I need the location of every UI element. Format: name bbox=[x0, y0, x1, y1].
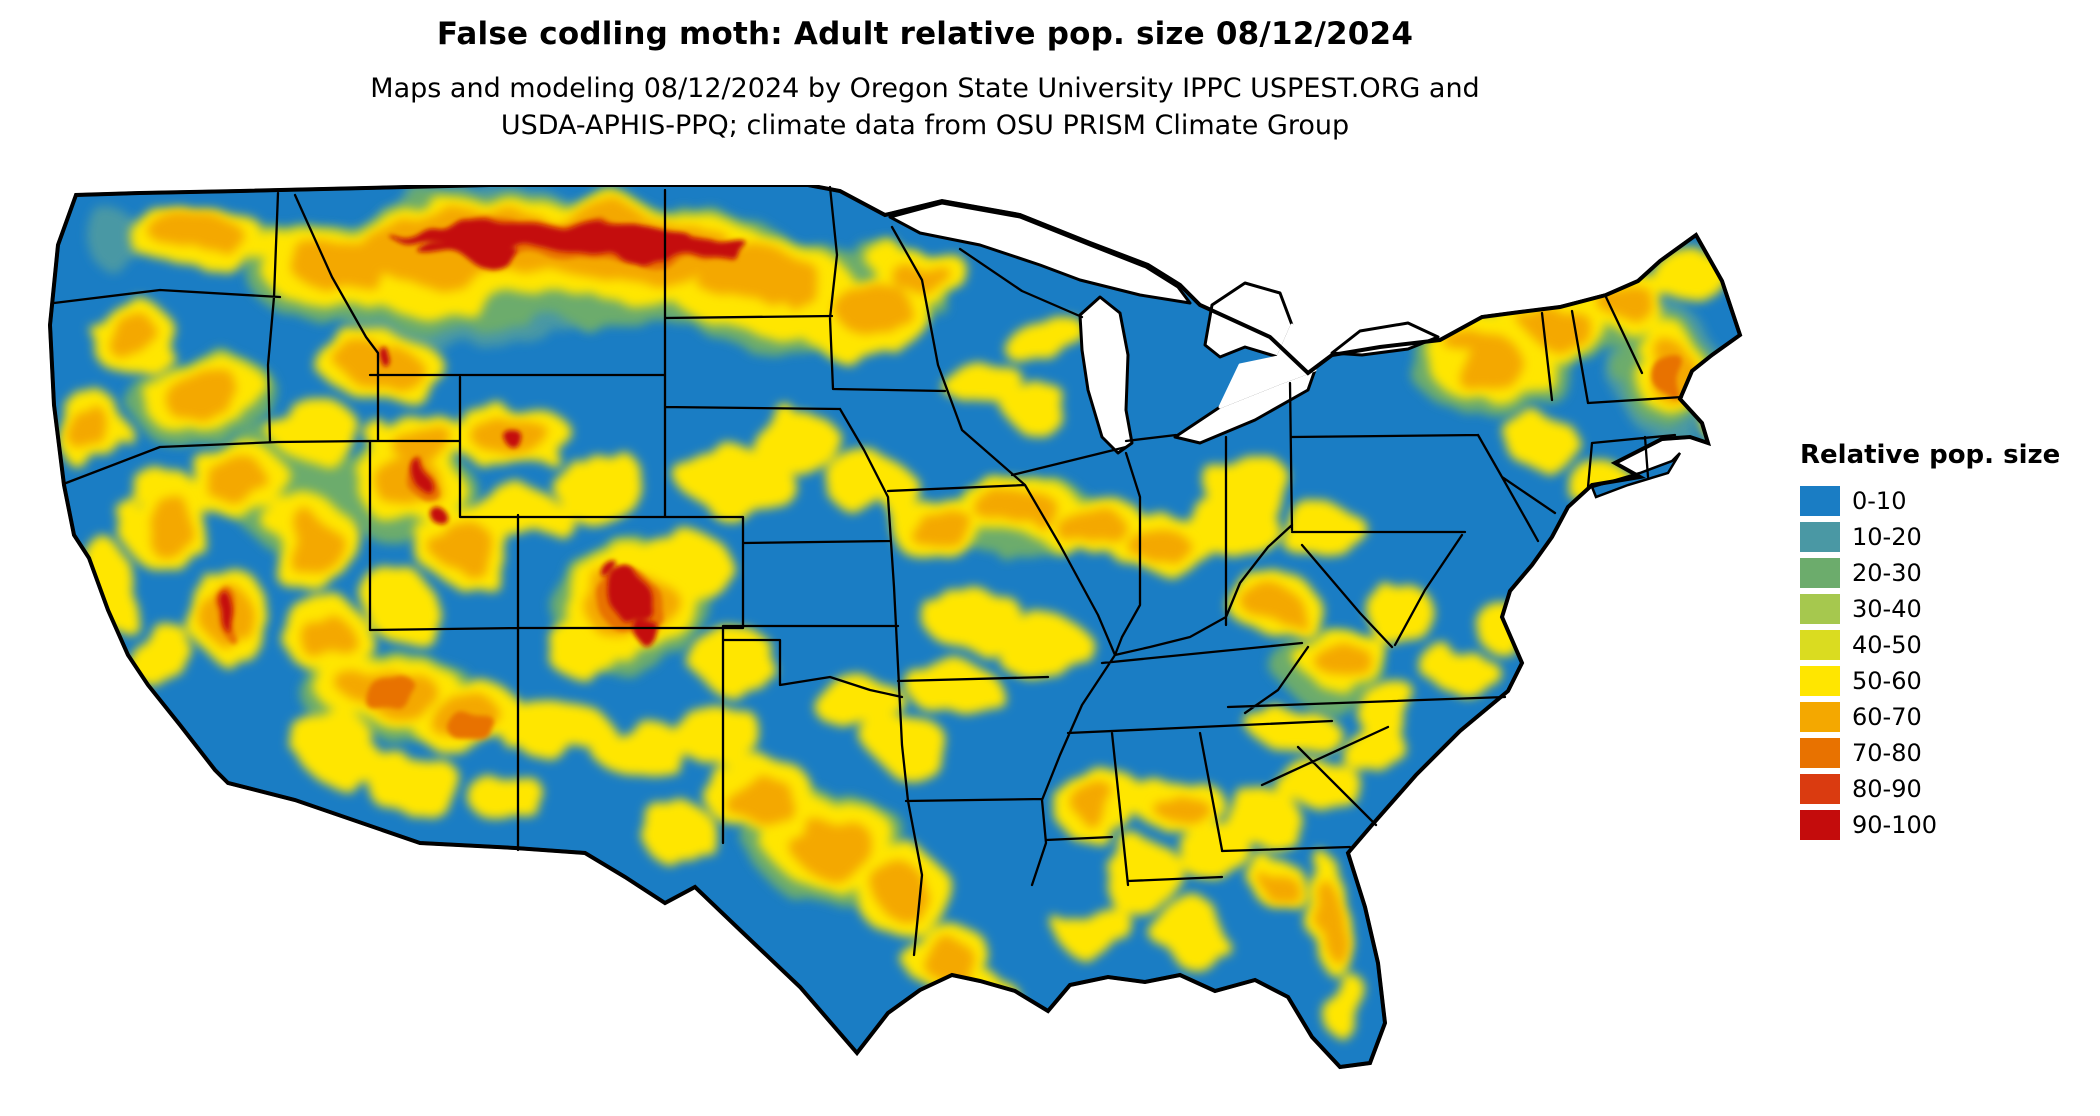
legend-item: 60-70 bbox=[1800, 702, 2090, 732]
title-block: False codling moth: Adult relative pop. … bbox=[0, 16, 1850, 144]
legend-swatch bbox=[1800, 558, 1840, 588]
legend-item: 0-10 bbox=[1800, 486, 2090, 516]
legend-label: 30-40 bbox=[1852, 595, 1922, 623]
subtitle-line-1: Maps and modeling 08/12/2024 by Oregon S… bbox=[370, 73, 1480, 104]
legend-item: 10-20 bbox=[1800, 522, 2090, 552]
legend-label: 70-80 bbox=[1852, 739, 1922, 767]
legend-swatch bbox=[1800, 522, 1840, 552]
us-map bbox=[40, 183, 1755, 1110]
legend-swatch bbox=[1800, 774, 1840, 804]
legend-swatch bbox=[1800, 486, 1840, 516]
legend-title: Relative pop. size bbox=[1800, 440, 2061, 470]
legend-item: 90-100 bbox=[1800, 810, 2090, 840]
legend-swatch bbox=[1800, 810, 1840, 840]
legend-swatch bbox=[1800, 738, 1840, 768]
legend-item: 20-30 bbox=[1800, 558, 2090, 588]
legend-item: 40-50 bbox=[1800, 630, 2090, 660]
legend-label: 50-60 bbox=[1852, 667, 1922, 695]
legend-label: 10-20 bbox=[1852, 523, 1922, 551]
legend-item: 70-80 bbox=[1800, 738, 2090, 768]
heat-layer-red bbox=[221, 225, 750, 644]
us-map-svg bbox=[48, 183, 1742, 1069]
page-title: False codling moth: Adult relative pop. … bbox=[436, 16, 1414, 52]
legend-items: 0-10 10-20 20-30 30-40 40-50 50-60 60-70… bbox=[1800, 486, 2090, 840]
legend-swatch bbox=[1800, 594, 1840, 624]
legend-item: 30-40 bbox=[1800, 594, 2090, 624]
legend: Relative pop. size 0-10 10-20 20-30 30-4… bbox=[1800, 440, 2090, 846]
legend-label: 0-10 bbox=[1852, 487, 1907, 515]
great-lakes bbox=[888, 201, 1440, 455]
legend-label: 90-100 bbox=[1852, 811, 1938, 839]
lake-ontario bbox=[1330, 321, 1440, 357]
legend-item: 80-90 bbox=[1800, 774, 2090, 804]
legend-label: 80-90 bbox=[1852, 775, 1922, 803]
legend-label: 40-50 bbox=[1852, 631, 1922, 659]
legend-item: 50-60 bbox=[1800, 666, 2090, 696]
heat-layers bbox=[65, 185, 1740, 1038]
legend-swatch bbox=[1800, 666, 1840, 696]
legend-label: 60-70 bbox=[1852, 703, 1922, 731]
state-borders bbox=[52, 185, 1684, 957]
legend-swatch bbox=[1800, 630, 1840, 660]
subtitle-line-2: USDA-APHIS-PPQ; climate data from OSU PR… bbox=[500, 110, 1350, 141]
legend-swatch bbox=[1800, 702, 1840, 732]
legend-label: 20-30 bbox=[1852, 559, 1922, 587]
lake-michigan bbox=[1078, 295, 1134, 455]
